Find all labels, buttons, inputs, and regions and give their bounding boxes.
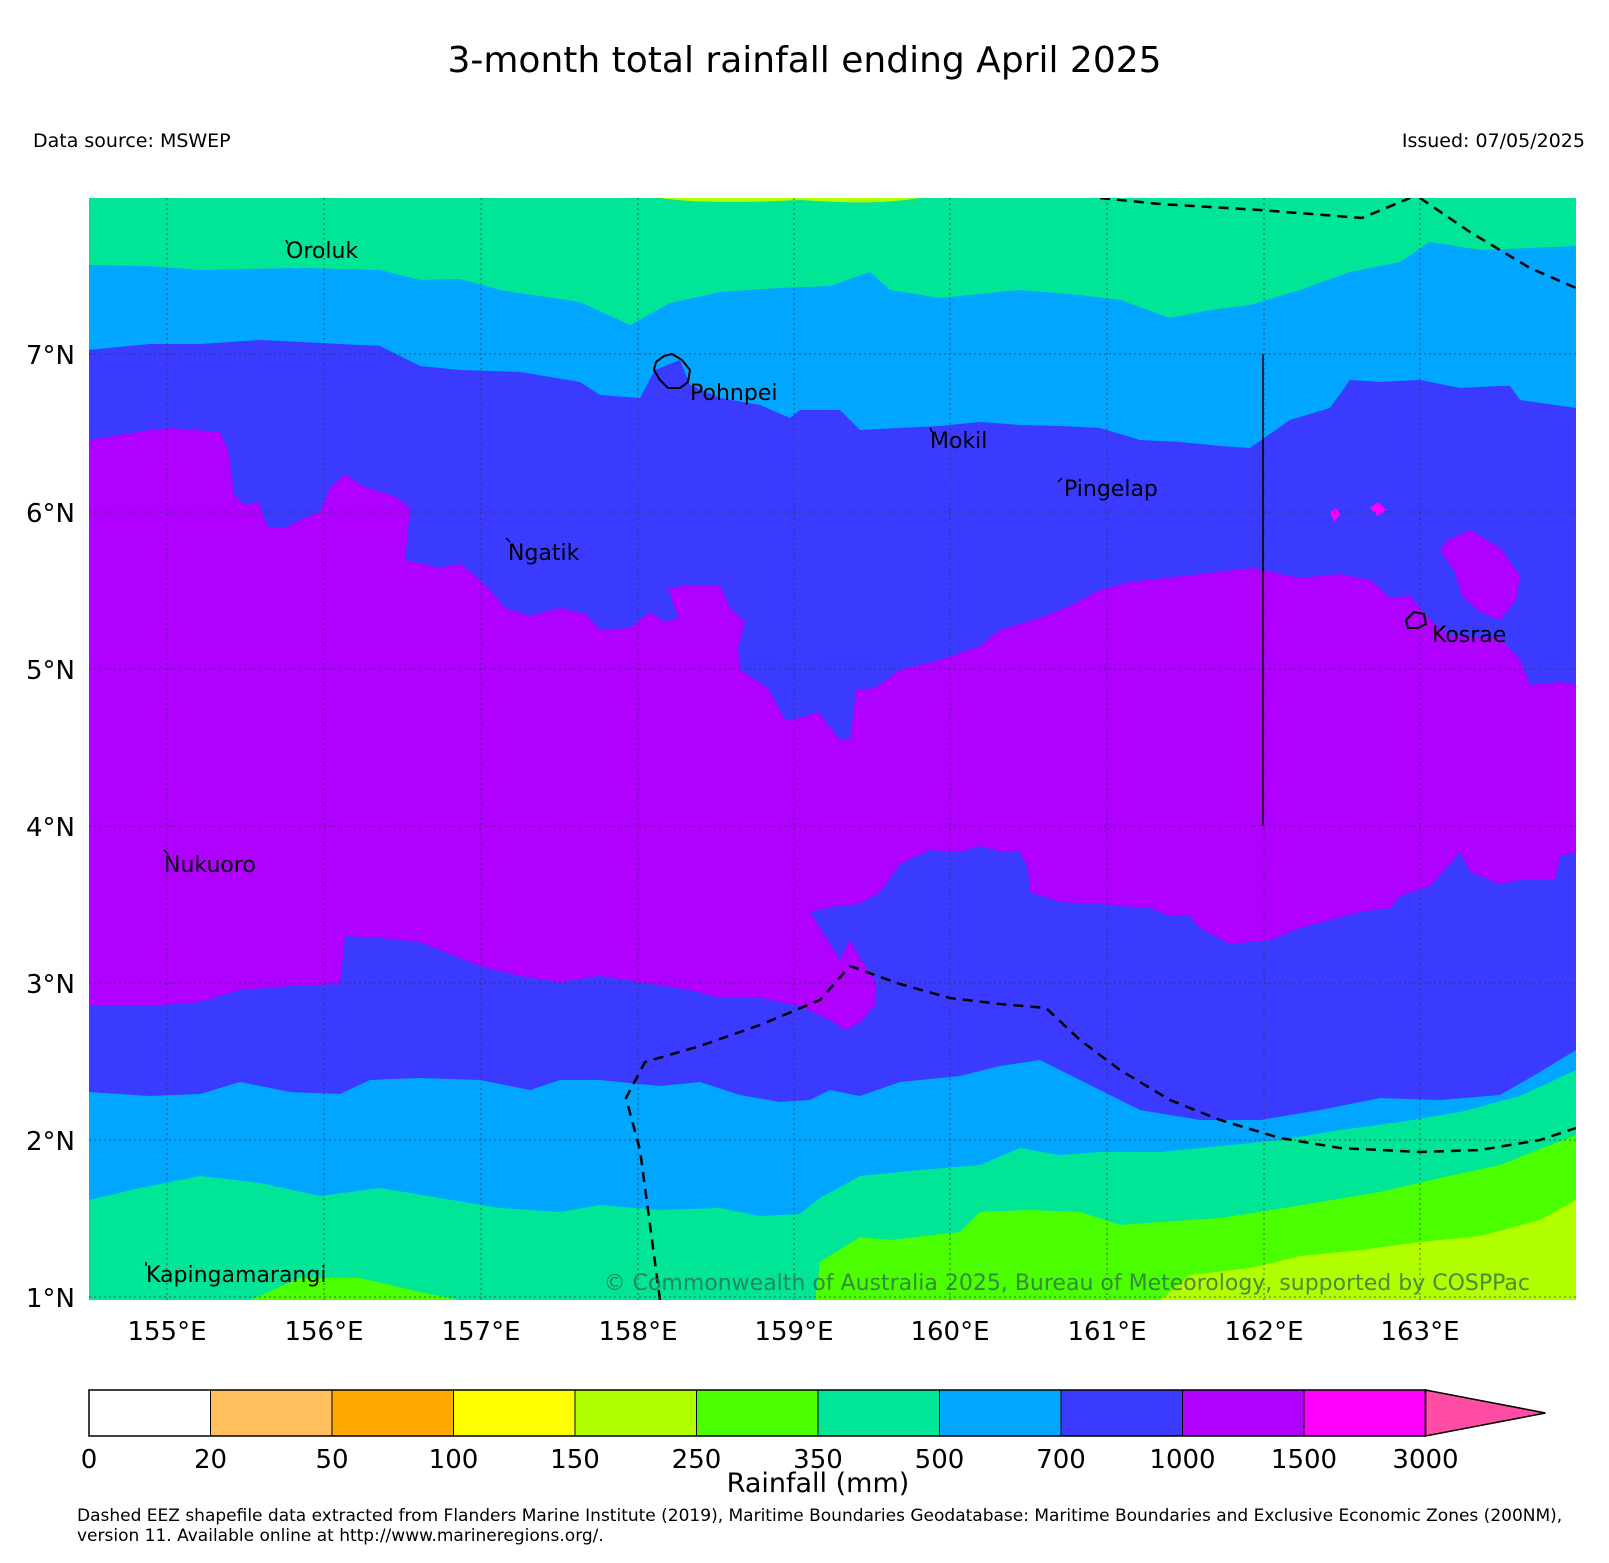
colorbar-tick-label: 1000	[1149, 1445, 1215, 1475]
lon-tick-label: 159°E	[754, 1317, 833, 1347]
colorbar: 0 20 50 100 150 250 350 500 700 1000 1500 3000	[81, 1389, 1546, 1475]
place-label: Ngatik	[508, 541, 580, 566]
graticule	[89, 198, 1576, 1300]
colorbar-outline	[88, 1389, 1427, 1437]
colorbar-extend-arrow	[1424, 1389, 1546, 1437]
lat-tick-label: 2°N	[26, 1127, 75, 1157]
colorbar-tick-label: 20	[194, 1445, 227, 1475]
map-title: 3-month total rainfall ending April 2025	[447, 40, 1162, 81]
lat-tick-labels: 7°N 6°N 5°N 4°N 3°N 2°N 1°N	[26, 341, 75, 1314]
lon-tick-label: 161°E	[1067, 1317, 1146, 1347]
lon-tick-label: 156°E	[284, 1317, 363, 1347]
lon-tick-label: 162°E	[1224, 1317, 1303, 1347]
lat-tick-label: 1°N	[26, 1284, 75, 1314]
kosrae-island	[1404, 610, 1428, 629]
colorbar-tick-label: 250	[672, 1445, 722, 1475]
lon-tick-label: 158°E	[598, 1317, 677, 1347]
colorbar-swatch	[1303, 1389, 1426, 1437]
colorbar-swatch	[1060, 1389, 1183, 1437]
footer-note: Dashed EEZ shapefile data extracted from…	[77, 1506, 1563, 1546]
pohnpei-island	[652, 352, 692, 389]
lon-tick-label: 163°E	[1380, 1317, 1459, 1347]
colorbar-swatch	[453, 1389, 576, 1437]
band-1000-1500	[89, 428, 1576, 1030]
lat-tick-label: 3°N	[26, 970, 75, 1000]
lat-tick-label: 7°N	[26, 341, 75, 371]
place-label: Kapingamarangi	[146, 1263, 326, 1288]
lon-tick-labels: 155°E 156°E 157°E 158°E 159°E 160°E 161°…	[127, 1317, 1459, 1347]
colorbar-swatch	[939, 1389, 1062, 1437]
place-label: Kosrae	[1432, 623, 1506, 648]
colorbar-label: Rainfall (mm)	[727, 1468, 910, 1499]
place-label: Mokil	[930, 429, 987, 454]
colorbar-swatch	[696, 1389, 819, 1437]
band-1000-1500-blob	[1440, 530, 1520, 620]
colorbar-tick-label: 150	[550, 1445, 600, 1475]
place-label: Nukuoro	[164, 853, 256, 878]
copyright-text: © Commonwealth of Australia 2025, Bureau…	[604, 1271, 1530, 1296]
lat-tick-label: 4°N	[26, 813, 75, 843]
place-label: Pingelap	[1064, 477, 1158, 502]
band-1500-3000-spot	[1330, 508, 1340, 522]
colorbar-tick-label: 700	[1036, 1445, 1086, 1475]
place-markers	[145, 239, 1063, 1266]
band-350-500-lower	[89, 1070, 1576, 1300]
data-source: Data source: MSWEP	[33, 130, 231, 152]
place-label: Pohnpei	[690, 381, 777, 406]
issued-date: Issued: 07/05/2025	[1401, 130, 1585, 152]
colorbar-tick-label: 1500	[1271, 1445, 1337, 1475]
lon-tick-label: 157°E	[441, 1317, 520, 1347]
place-label: Oroluk	[286, 239, 358, 264]
lat-tick-label: 5°N	[26, 656, 75, 686]
colorbar-tick-label: 100	[429, 1445, 479, 1475]
colorbar-swatch	[574, 1389, 697, 1437]
band-250-350	[250, 1128, 1576, 1300]
colorbar-swatch	[1182, 1389, 1305, 1437]
colorbar-swatch	[88, 1389, 211, 1437]
colorbar-tick-label: 50	[315, 1445, 348, 1475]
band-150-250-top	[660, 198, 920, 203]
colorbar-swatch	[331, 1389, 454, 1437]
band-1500-3000-spot	[1370, 502, 1386, 516]
colorbar-tick-label: 3000	[1392, 1445, 1458, 1475]
colorbar-tick-label: 0	[81, 1445, 98, 1475]
place-labels: Oroluk Pohnpei Mokil Pingelap Ngatik Kos…	[146, 239, 1506, 1288]
colorbar-tick-label: 350	[793, 1445, 843, 1475]
lat-tick-label: 6°N	[26, 499, 75, 529]
colorbar-swatch	[817, 1389, 940, 1437]
lon-tick-label: 155°E	[127, 1317, 206, 1347]
eez-boundaries	[624, 198, 1576, 1300]
lon-tick-label: 160°E	[910, 1317, 989, 1347]
colorbar-tick-label: 500	[915, 1445, 965, 1475]
rainfall-bands	[89, 198, 1576, 1300]
colorbar-swatch	[210, 1389, 333, 1437]
